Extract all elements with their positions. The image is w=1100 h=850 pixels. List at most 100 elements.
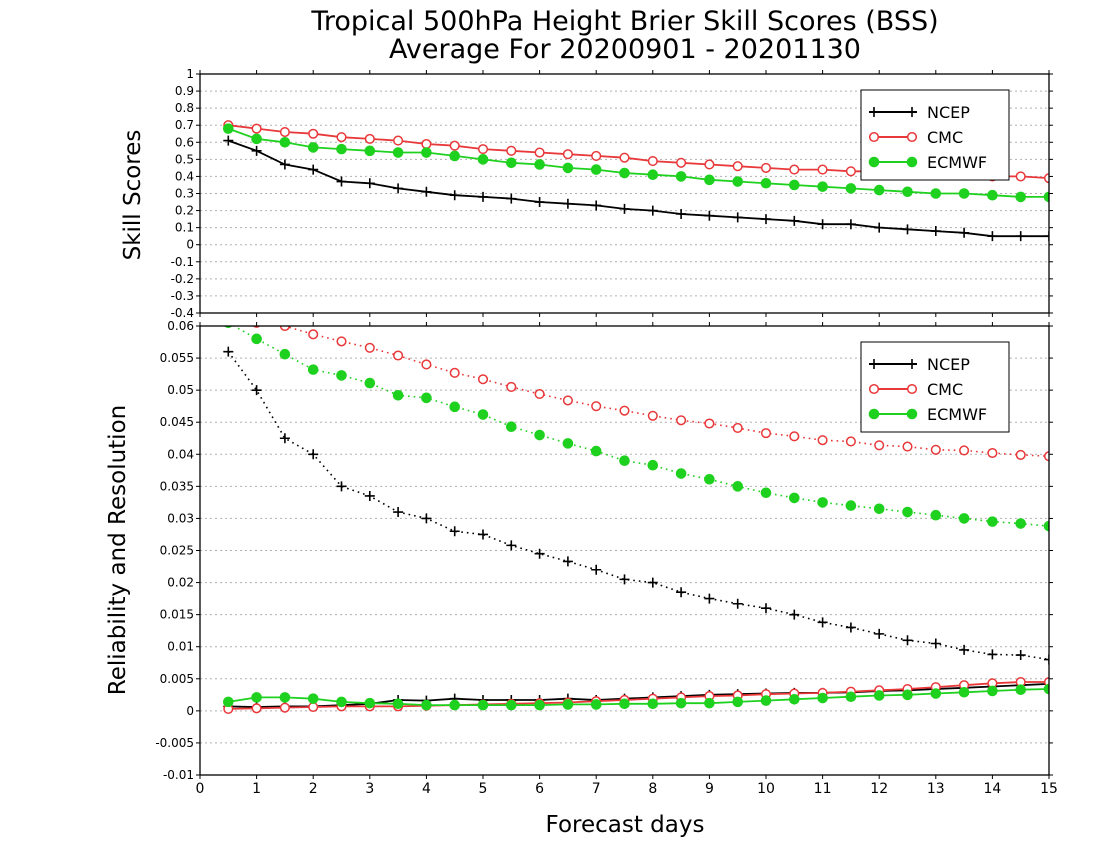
- ncep-bss-point: [704, 210, 715, 221]
- ecmwf-bss-point: [477, 154, 489, 165]
- ncep-resolution-point: [562, 556, 573, 567]
- legend-marker: [907, 107, 917, 117]
- ncep-resolution-point: [845, 622, 856, 633]
- x-tick-label: 5: [479, 781, 488, 797]
- cmc-bss-point: [506, 145, 517, 156]
- ncep-resolution-point: [251, 385, 262, 396]
- cmc-bss-point: [676, 157, 687, 168]
- legend-marker: [868, 156, 880, 168]
- ecmwf-reliability-point: [647, 698, 659, 710]
- top-y-axis-label: Skill Scores: [120, 130, 146, 261]
- ecmwf-resolution-point: [760, 487, 772, 499]
- legend-marker: [906, 156, 918, 168]
- cmc-resolution-point: [477, 374, 489, 385]
- x-tick-label: 15: [1040, 781, 1058, 797]
- ecmwf-bss-point: [307, 142, 319, 153]
- ecmwf-reliability-point: [279, 692, 291, 703]
- x-tick-label: 12: [870, 781, 888, 797]
- ecmwf-resolution-point: [421, 392, 432, 404]
- ecmwf-resolution-point: [534, 429, 545, 441]
- ecmwf-resolution-point: [732, 481, 744, 492]
- cmc-resolution-point: [647, 410, 658, 421]
- y-tick-label: -0.005: [155, 736, 194, 750]
- ecmwf-resolution-point: [902, 506, 913, 518]
- cmc-bss-point: [421, 138, 432, 150]
- cmc-bss-point: [477, 144, 489, 155]
- ncep-bss-point: [223, 135, 234, 146]
- ecmwf-bss-point: [392, 147, 404, 158]
- legend-marker: [868, 131, 880, 143]
- bottom-legend: NCEP CMC ECMWF: [860, 341, 1010, 433]
- ecmwf-reliability-point: [987, 685, 998, 697]
- cmc-resolution-point: [760, 428, 772, 439]
- ecmwf-reliability-point: [817, 692, 828, 704]
- cmc-bss-point: [562, 149, 573, 160]
- ncep-resolution-point: [704, 593, 715, 604]
- y-tick-label: 0.03: [167, 511, 194, 525]
- ncep-bss-point: [251, 145, 262, 156]
- ecmwf-resolution-point: [336, 370, 347, 381]
- y-tick-label: 0.06: [167, 319, 194, 333]
- ecmwf-reliability-point: [562, 699, 574, 710]
- ncep-bss-point: [619, 203, 630, 214]
- x-tick-label: 8: [648, 781, 657, 797]
- cmc-resolution-point: [506, 381, 517, 392]
- ecmwf-resolution-point: [364, 377, 376, 389]
- ncep-bss-point: [591, 200, 602, 211]
- x-tick-label: 0: [196, 781, 205, 797]
- cmc-resolution-point: [817, 435, 828, 446]
- ncep-bss-point: [449, 190, 460, 201]
- cmc-bss-point: [336, 132, 347, 143]
- legend-label-ecmwf: ECMWF: [927, 405, 987, 424]
- cmc-bss-point: [534, 147, 545, 158]
- cmc-bss-point: [364, 133, 375, 144]
- y-tick-label: 0: [186, 238, 194, 252]
- ncep-bss-point: [732, 212, 743, 223]
- ecmwf-resolution-point: [817, 497, 828, 508]
- ncep-resolution-point: [591, 564, 602, 575]
- cmc-reliability-point: [308, 701, 319, 713]
- ncep-resolution-point: [336, 481, 347, 492]
- ncep-bss-point: [364, 178, 375, 189]
- x-tick-label: 14: [983, 781, 1001, 797]
- ecmwf-bss-point: [789, 179, 800, 191]
- y-tick-label: 0.025: [160, 544, 194, 558]
- cmc-bss-point: [789, 164, 800, 175]
- ncep-resolution-point: [817, 617, 828, 628]
- cmc-resolution-point: [393, 350, 404, 361]
- cmc-resolution-point: [930, 444, 941, 455]
- y-tick-label: 0.9: [175, 84, 194, 98]
- ecmwf-bss-point: [873, 184, 885, 196]
- ncep-resolution-point: [223, 346, 234, 357]
- ncep-bss-point: [1015, 231, 1026, 242]
- legend-label-ncep: NCEP: [927, 355, 970, 374]
- x-tick-label: 3: [365, 781, 374, 797]
- ecmwf-reliability-point: [251, 692, 262, 703]
- ecmwf-bss-point: [506, 157, 517, 169]
- ncep-bss-point: [902, 224, 913, 235]
- ecmwf-resolution-point: [506, 421, 517, 433]
- ncep-resolution-point: [874, 628, 885, 639]
- ecmwf-bss-point: [534, 159, 545, 170]
- legend-marker: [906, 383, 918, 395]
- ncep-resolution-point: [393, 507, 404, 518]
- ncep-bss-point: [789, 215, 800, 226]
- ecmwf-bss-point: [562, 162, 574, 174]
- ecmwf-reliability-point: [704, 697, 715, 709]
- ncep-bss-point: [874, 222, 885, 233]
- y-tick-label: 0.035: [160, 479, 194, 493]
- cmc-resolution-point: [364, 342, 375, 353]
- cmc-resolution-point: [534, 388, 545, 400]
- ecmwf-resolution-point: [590, 445, 602, 457]
- ncep-resolution-point: [619, 574, 630, 585]
- ecmwf-bss-point: [817, 181, 828, 192]
- ecmwf-resolution-point: [958, 513, 970, 524]
- ecmwf-bss-point: [647, 169, 659, 181]
- ncep-bss-point: [421, 186, 432, 197]
- chart-title-line2: Average For 20200901 - 20201130: [389, 34, 861, 65]
- y-tick-label: 0.8: [175, 101, 194, 115]
- ecmwf-reliability-point: [534, 699, 545, 711]
- ecmwf-bss-point: [590, 164, 602, 175]
- ecmwf-resolution-point: [251, 333, 262, 345]
- ecmwf-resolution-point: [930, 509, 942, 521]
